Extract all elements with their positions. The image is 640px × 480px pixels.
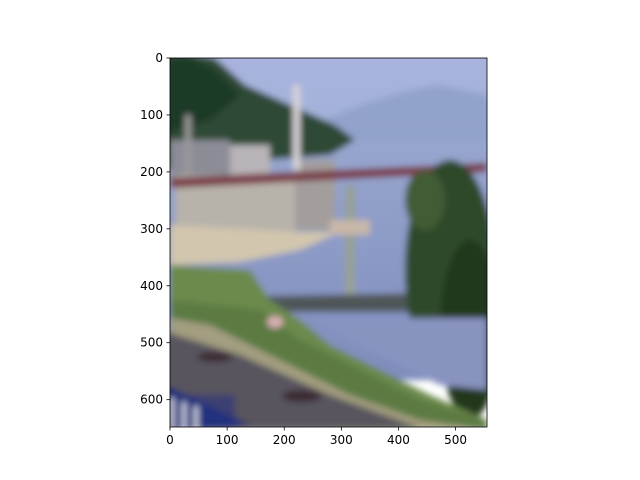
axes-frame — [169, 57, 488, 428]
x-tick-label: 500 — [444, 433, 467, 447]
x-tick-label: 100 — [216, 433, 239, 447]
x-tick-label: 0 — [166, 433, 174, 447]
y-tick-label: 500 — [140, 336, 163, 350]
y-tick-label: 100 — [140, 108, 163, 122]
y-axis: 0 100 200 300 400 500 600 — [140, 51, 170, 407]
y-tick-label: 400 — [140, 279, 163, 293]
x-tick-label: 300 — [330, 433, 353, 447]
x-axis: 0 100 200 300 400 500 — [166, 427, 467, 447]
photo-image — [170, 58, 487, 427]
y-tick-label: 600 — [140, 393, 163, 407]
y-tick-label: 0 — [155, 51, 163, 65]
x-tick-label: 400 — [387, 433, 410, 447]
y-tick-label: 300 — [140, 222, 163, 236]
x-tick-label: 200 — [273, 433, 296, 447]
y-tick-label: 200 — [140, 165, 163, 179]
